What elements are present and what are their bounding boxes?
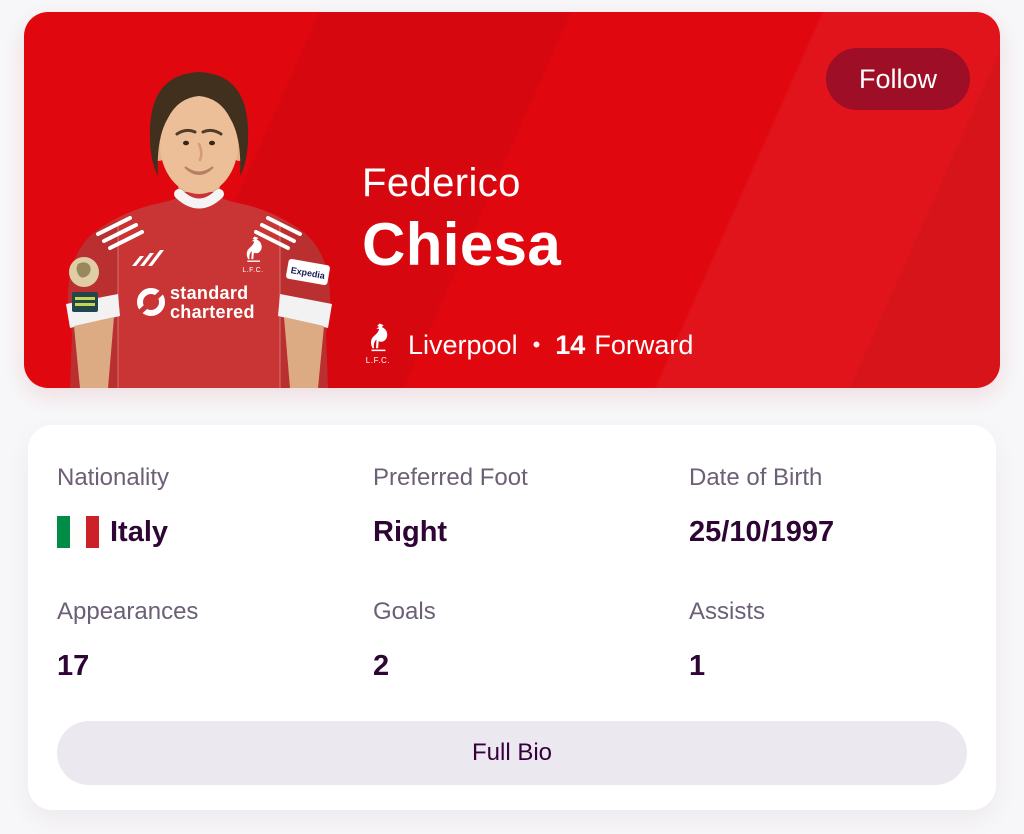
sleeve-patch-icon <box>72 292 98 312</box>
sponsor-line-2: chartered <box>170 302 255 322</box>
stat-label: Goals <box>373 598 436 625</box>
liverpool-liverbird-icon: L.F.C. <box>366 323 391 365</box>
player-photo: L.F.C. standard chartered Exped <box>66 72 332 388</box>
badge-caption: L.F.C. <box>366 356 391 365</box>
club-row: L.F.C. Liverpool • 14 Forward <box>364 320 693 370</box>
follow-button[interactable]: Follow <box>825 48 970 110</box>
adidas-logo-icon <box>132 250 164 266</box>
player-name: Federico Chiesa <box>362 160 561 278</box>
stat-value: 25/10/1997 <box>689 516 835 548</box>
stat-value: 17 <box>57 650 90 682</box>
italy-flag-icon <box>57 516 99 548</box>
stat-label: Nationality <box>57 464 170 491</box>
player-hair <box>149 72 249 176</box>
player-stats-card: Nationality Italy Preferred Foot Right D… <box>28 425 996 810</box>
stat-label: Assists <box>689 598 766 625</box>
separator-dot: • <box>532 332 541 357</box>
stat-value: 2 <box>373 650 390 682</box>
stat-appearances: Appearances 17 <box>57 597 357 683</box>
player-position: Forward <box>594 329 694 360</box>
stat-label: Date of Birth <box>689 464 823 491</box>
stat-value: Italy <box>110 516 169 548</box>
club-name: Liverpool <box>408 329 518 360</box>
expedia-patch-icon: Expedia <box>286 258 330 286</box>
stat-label: Appearances <box>57 598 199 625</box>
full-bio-button[interactable]: Full Bio <box>57 721 967 785</box>
stat-value: 1 <box>689 650 706 682</box>
adidas-shoulder-stripes-icon <box>96 216 302 250</box>
player-first-name: Federico <box>362 161 521 205</box>
stat-date-of-birth: Date of Birth 25/10/1997 <box>689 463 989 549</box>
sponsor-line-1: standard <box>170 283 248 303</box>
player-hero-card: L.F.C. standard chartered Exped <box>24 12 1000 388</box>
standard-chartered-logo-icon <box>137 288 165 316</box>
stat-label: Preferred Foot <box>373 464 528 491</box>
stat-nationality: Nationality Italy <box>57 463 357 549</box>
crest-caption: L.F.C. <box>242 267 263 274</box>
shirt-number: 14 <box>555 329 586 360</box>
player-last-name: Chiesa <box>362 211 562 278</box>
stat-preferred-foot: Preferred Foot Right <box>373 463 673 549</box>
premier-league-sleeve-badge-icon <box>69 257 99 287</box>
stat-assists: Assists 1 <box>689 597 989 683</box>
stat-goals: Goals 2 <box>373 597 673 683</box>
liverpool-crest-icon: L.F.C. <box>242 236 263 274</box>
stat-value: Right <box>373 516 448 548</box>
